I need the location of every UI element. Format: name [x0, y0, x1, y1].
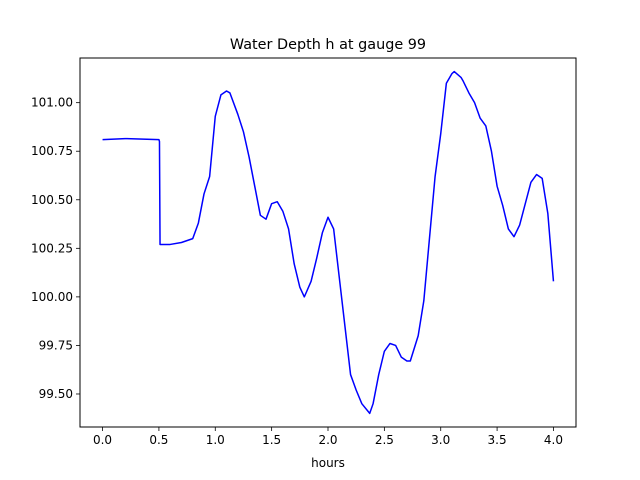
y-tick-label: 99.50: [39, 387, 73, 401]
y-tick-label: 101.00: [31, 96, 73, 110]
x-tick-label: 1.0: [206, 433, 225, 447]
x-axis: 0.0 0.5 1.0 1.5 2.0 2.5 3.0 3.5 4.0: [93, 427, 563, 447]
plot-area: [102, 70, 555, 415]
y-tick-label: 99.75: [39, 338, 73, 352]
x-tick-label: 2.5: [375, 433, 394, 447]
x-tick-label: 4.0: [544, 433, 563, 447]
y-tick-label: 100.00: [31, 290, 73, 304]
y-axis: 99.50 99.75 100.00 100.25 100.50 100.75 101.00: [31, 96, 80, 401]
x-tick-label: 2.0: [318, 433, 337, 447]
y-tick-label: 100.50: [31, 193, 73, 207]
x-tick-label: 0.5: [149, 433, 168, 447]
x-tick-label: 0.0: [93, 433, 112, 447]
x-axis-title: hours: [311, 456, 345, 470]
x-tick-label: 3.5: [488, 433, 507, 447]
x-tick-label: 1.5: [262, 433, 281, 447]
y-tick-label: 100.75: [31, 144, 73, 158]
series-line-0: [102, 70, 555, 415]
y-tick-label: 100.25: [31, 241, 73, 255]
x-tick-label: 3.0: [431, 433, 450, 447]
plot-frame: [79, 57, 577, 428]
chart-title: Water Depth h at gauge 99: [230, 37, 426, 53]
